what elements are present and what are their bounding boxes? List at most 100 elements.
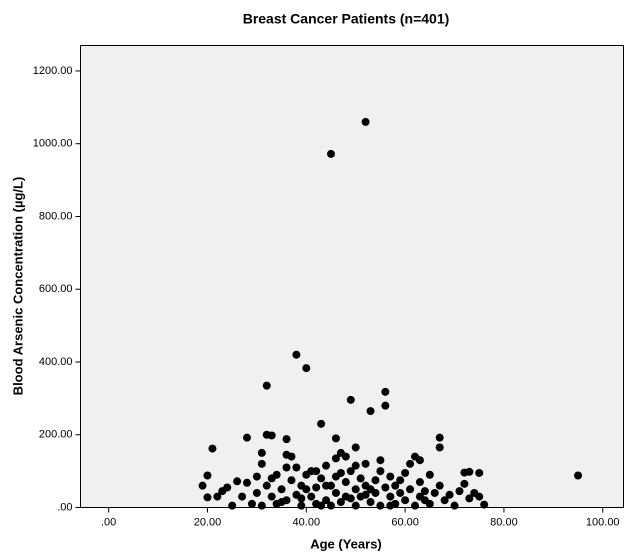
point — [341, 492, 350, 501]
point — [312, 467, 321, 476]
point — [322, 496, 331, 505]
point — [297, 494, 306, 503]
y-tick-label: 800.00 — [39, 210, 73, 222]
point — [238, 492, 247, 501]
point — [435, 433, 444, 442]
y-tick-label: 1200.00 — [33, 65, 73, 77]
point — [460, 468, 469, 477]
point — [415, 456, 424, 465]
point — [361, 117, 370, 126]
point — [381, 401, 390, 410]
point — [322, 461, 331, 470]
point — [203, 471, 212, 480]
point — [267, 474, 276, 483]
point — [257, 459, 266, 468]
point — [223, 483, 232, 492]
point — [406, 459, 415, 468]
point — [401, 496, 410, 505]
point — [386, 501, 395, 510]
point — [262, 481, 271, 490]
y-tick-label: .00 — [57, 501, 72, 513]
point — [267, 431, 276, 440]
point — [331, 488, 340, 497]
point — [420, 496, 429, 505]
point — [208, 444, 217, 453]
x-axis-title: Age (Years) — [310, 536, 382, 551]
point — [351, 485, 360, 494]
x-tick-label: 40.00 — [293, 516, 321, 528]
point — [386, 472, 395, 481]
chart-title: Breast Cancer Patients (n=401) — [243, 11, 450, 27]
plot-area — [80, 45, 624, 508]
point — [440, 496, 449, 505]
point — [425, 470, 434, 479]
point — [341, 478, 350, 487]
point — [420, 487, 429, 496]
y-tick-label: 200.00 — [39, 429, 73, 441]
point — [430, 488, 439, 497]
point — [247, 499, 256, 508]
point — [356, 474, 365, 483]
x-tick-label: 20.00 — [194, 516, 222, 528]
point — [257, 448, 266, 457]
point — [203, 493, 212, 502]
point — [233, 477, 242, 486]
point — [317, 419, 326, 428]
x-tick-label: 100.00 — [586, 516, 620, 528]
x-tick-label: .00 — [101, 516, 116, 528]
point — [386, 492, 395, 501]
point — [396, 476, 405, 485]
point — [480, 500, 489, 509]
point — [282, 435, 291, 444]
point — [366, 407, 375, 416]
point — [445, 490, 454, 499]
point — [327, 501, 336, 510]
point — [406, 485, 415, 494]
point — [391, 481, 400, 490]
point — [410, 501, 419, 510]
point — [331, 434, 340, 443]
y-tick-label: 400.00 — [39, 356, 73, 368]
y-tick-label: 1000.00 — [33, 138, 73, 150]
point — [262, 381, 271, 390]
point — [346, 467, 355, 476]
point — [396, 488, 405, 497]
point — [243, 433, 252, 442]
point — [376, 501, 385, 510]
point — [415, 478, 424, 487]
point — [475, 468, 484, 477]
point — [455, 487, 464, 496]
point — [292, 463, 301, 472]
point — [292, 350, 301, 359]
y-tick-label: 600.00 — [39, 283, 73, 295]
point — [475, 492, 484, 501]
point — [401, 468, 410, 477]
point — [336, 498, 345, 507]
point — [460, 479, 469, 488]
point — [317, 474, 326, 483]
point — [376, 467, 385, 476]
point — [381, 387, 390, 396]
x-tick-label: 80.00 — [490, 516, 518, 528]
point — [381, 483, 390, 492]
point — [287, 452, 296, 461]
point — [346, 395, 355, 404]
y-axis-title: Blood Arsenic Concentration (µg/L) — [10, 177, 25, 396]
point — [297, 501, 306, 510]
point — [331, 454, 340, 463]
point — [322, 481, 331, 490]
point — [351, 443, 360, 452]
point — [351, 501, 360, 510]
point — [376, 456, 385, 465]
point — [336, 448, 345, 457]
point — [243, 478, 252, 487]
point — [361, 459, 370, 468]
point — [302, 485, 311, 494]
point — [465, 494, 474, 503]
point — [366, 485, 375, 494]
point — [277, 485, 286, 494]
point — [450, 501, 459, 510]
point — [287, 476, 296, 485]
